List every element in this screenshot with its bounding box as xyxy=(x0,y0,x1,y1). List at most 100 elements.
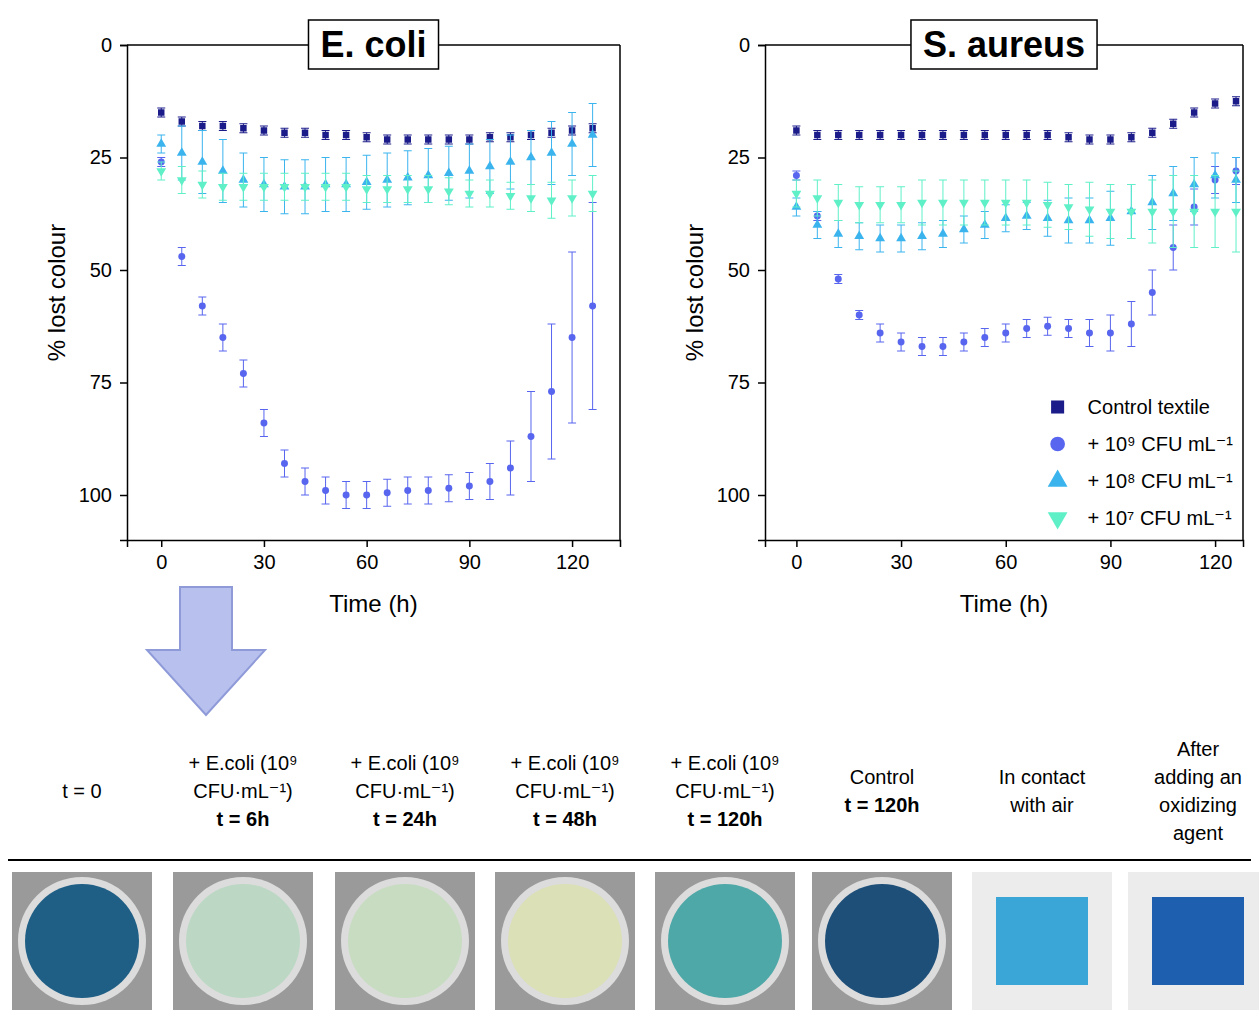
error-bar xyxy=(939,180,947,225)
marker xyxy=(917,231,927,240)
photo-background xyxy=(812,872,952,1010)
legend: Control textile+ 10⁹ CFU mL⁻¹+ 10⁸ CFU m… xyxy=(1048,396,1234,529)
error-bar xyxy=(1127,133,1135,142)
marker xyxy=(547,197,557,206)
caption: agent xyxy=(1173,822,1223,844)
tick-mark xyxy=(758,382,765,384)
error-bar xyxy=(1085,135,1093,144)
marker xyxy=(404,136,410,142)
marker xyxy=(896,202,906,211)
error-bar xyxy=(280,450,288,477)
error-bar xyxy=(1190,176,1198,248)
tick-label: 25 xyxy=(90,146,112,168)
marker xyxy=(981,334,988,341)
tick-label: 60 xyxy=(995,551,1017,573)
tick-label: 0 xyxy=(156,551,167,573)
error-bar xyxy=(445,475,453,502)
marker xyxy=(814,132,820,138)
marker xyxy=(835,132,841,138)
marker xyxy=(833,200,843,209)
error-bar xyxy=(1085,182,1093,236)
error-bar xyxy=(404,477,412,504)
error-bar xyxy=(1148,128,1156,137)
marker xyxy=(980,200,990,209)
error-bar xyxy=(198,131,206,194)
photo-strip: t = 0+ E.coli (10⁹CFU·mL⁻¹)t = 6h+ E.col… xyxy=(8,738,1259,1010)
marker xyxy=(1023,325,1030,332)
plot-area xyxy=(156,104,597,509)
marker xyxy=(567,138,577,147)
caption: CFU·mL⁻¹) xyxy=(193,780,292,802)
well xyxy=(501,877,629,1005)
marker xyxy=(384,489,391,496)
marker xyxy=(322,487,329,494)
error-bar xyxy=(548,324,556,459)
marker xyxy=(302,130,308,136)
error-bar xyxy=(792,171,800,180)
tick-mark xyxy=(469,540,471,547)
caption: In contact xyxy=(999,766,1086,788)
marker xyxy=(178,253,185,260)
error-bar xyxy=(1211,176,1219,248)
error-bar xyxy=(301,160,309,214)
legend-marker xyxy=(1051,400,1064,413)
tick-label: 0 xyxy=(739,34,750,56)
marker xyxy=(197,156,207,165)
marker xyxy=(1128,321,1135,328)
caption-time: t = 48h xyxy=(533,808,597,830)
marker xyxy=(526,152,536,161)
marker xyxy=(1044,323,1051,330)
marker xyxy=(260,420,267,427)
error-bar xyxy=(981,131,989,140)
plot-frame xyxy=(1242,45,1244,540)
marker xyxy=(1064,204,1074,213)
error-bar xyxy=(322,477,330,504)
y-axis-title: % lost colour xyxy=(681,224,708,361)
error-bar xyxy=(1106,135,1114,144)
tick: 50 xyxy=(90,259,127,281)
caption: with air xyxy=(1009,794,1074,816)
tick-mark xyxy=(1110,540,1112,547)
error-bar xyxy=(157,162,165,180)
error-bar xyxy=(342,173,350,200)
marker xyxy=(856,132,862,138)
marker xyxy=(548,388,555,395)
error-bar xyxy=(855,131,863,140)
caption: adding an xyxy=(1154,766,1242,788)
caption: CFU·mL⁻¹) xyxy=(515,780,614,802)
textile xyxy=(996,897,1088,985)
error-bar xyxy=(897,131,905,140)
marker xyxy=(528,433,535,440)
error-bar xyxy=(1127,185,1135,239)
legend-label: + 10⁷ CFU mL⁻¹ xyxy=(1088,507,1232,529)
error-bar xyxy=(1127,302,1135,347)
tick: 75 xyxy=(90,371,127,393)
error-bar xyxy=(1127,185,1135,239)
tick: 25 xyxy=(90,146,127,168)
axis-line xyxy=(120,46,128,541)
marker xyxy=(261,127,267,133)
caption: After xyxy=(1177,738,1220,760)
photo xyxy=(655,872,795,1010)
marker xyxy=(547,147,557,156)
well xyxy=(661,877,789,1005)
plot-frame xyxy=(619,45,621,540)
arrow xyxy=(147,587,265,715)
error-bar xyxy=(486,180,494,207)
photo xyxy=(812,872,952,1010)
marker xyxy=(877,330,884,337)
tick-mark xyxy=(758,157,765,159)
marker xyxy=(588,191,598,200)
error-bar xyxy=(568,252,576,423)
legend-marker xyxy=(1048,470,1068,487)
error-bar xyxy=(1002,324,1010,342)
error-bar xyxy=(322,131,330,140)
marker xyxy=(485,161,495,170)
tick-label: 100 xyxy=(79,484,112,506)
y-axis: 0255075100 xyxy=(79,34,128,541)
error-bar xyxy=(404,151,412,205)
error-bar xyxy=(527,185,535,212)
marker xyxy=(444,168,454,177)
marker xyxy=(1212,100,1218,106)
marker xyxy=(898,132,904,138)
